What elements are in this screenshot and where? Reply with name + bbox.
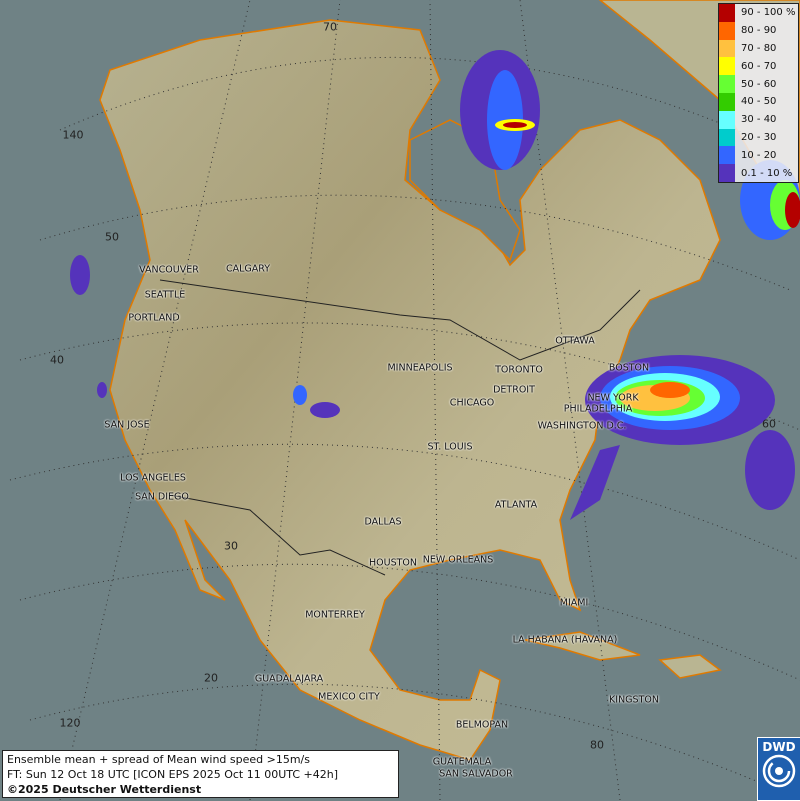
city-label: LOS ANGELES: [120, 472, 186, 484]
forecast-time: FT: Sun 12 Oct 18 UTC [ICON EPS 2025 Oct…: [7, 768, 339, 781]
legend-label: 30 - 40: [741, 114, 777, 126]
city-label: NEW YORK: [587, 392, 639, 404]
legend-label: 50 - 60: [741, 78, 777, 90]
city-label: CHICAGO: [449, 397, 495, 409]
legend-label: 0.1 - 10 %: [741, 167, 793, 179]
latitude-label: 40: [50, 353, 64, 367]
city-label: SAN JOSE: [104, 419, 150, 431]
latitude-label: 50: [105, 230, 119, 244]
dwd-logo: DWD: [757, 737, 800, 801]
longitude-label: 60: [762, 417, 776, 431]
logo-text: DWD: [762, 740, 796, 754]
city-label: KINGSTON: [609, 694, 659, 706]
city-label: LA HABANA (HAVANA): [512, 634, 618, 646]
legend-item: 50 - 60: [719, 75, 798, 93]
city-label: TORONTO: [495, 364, 543, 376]
legend-item: 10 - 20: [719, 146, 798, 165]
legend-label: 70 - 80: [741, 42, 777, 54]
hispaniola: [658, 654, 722, 679]
legend-label: 60 - 70: [741, 60, 777, 72]
city-label: VANCOUVER: [139, 264, 199, 276]
legend-item: 40 - 50: [719, 92, 798, 111]
latitude-label: 20: [204, 671, 218, 685]
legend-swatch: [719, 92, 735, 111]
city-label: PORTLAND: [128, 312, 180, 324]
legend-swatch: [719, 128, 735, 147]
legend-swatch: [719, 146, 735, 165]
city-label: NEW ORLEANS: [422, 554, 494, 566]
product-description: Ensemble mean + spread of Mean wind spee…: [7, 753, 310, 766]
copyright: ©2025 Deutscher Wetterdienst: [7, 783, 202, 796]
city-label: SAN SALVADOR: [439, 768, 513, 780]
city-label: GUATEMALA: [432, 756, 492, 768]
city-label: MONTERREY: [305, 609, 365, 621]
city-label: MEXICO CITY: [318, 691, 380, 703]
city-label: GUADALAJARA: [254, 673, 324, 685]
city-label: WASHINGTON D.C.: [537, 420, 627, 432]
city-label: DALLAS: [364, 516, 402, 528]
legend-swatch: [719, 110, 735, 129]
longitude-label: 120: [59, 716, 81, 730]
legend-label: 80 - 90: [741, 25, 777, 37]
legend-item: 60 - 70: [719, 57, 798, 76]
city-label: MIAMI: [559, 597, 589, 609]
legend-swatch: [719, 57, 735, 76]
land-north-america: [99, 19, 721, 761]
city-label: OTTAWA: [555, 335, 595, 347]
legend-swatch: [719, 164, 735, 182]
legend-item: 20 - 30: [719, 128, 798, 147]
city-label: BELMOPAN: [455, 719, 509, 731]
city-label: ST. LOUIS: [427, 441, 473, 453]
longitude-label: 140: [62, 128, 84, 142]
legend-swatch: [719, 39, 735, 58]
city-label: DETROIT: [493, 384, 535, 396]
legend-label: 40 - 50: [741, 96, 777, 108]
legend-label: 10 - 20: [741, 149, 777, 161]
city-label: MINNEAPOLIS: [387, 362, 453, 374]
city-label: HOUSTON: [369, 557, 417, 569]
legend: 90 - 100 % 80 - 90 70 - 80 60 - 70 50 - 60 40…: [718, 3, 799, 183]
longitude-label: 80: [590, 738, 604, 752]
latitude-label: 70: [323, 20, 337, 34]
cuba: [524, 631, 641, 661]
spiral-icon: [762, 754, 796, 788]
latitude-label: 30: [224, 539, 238, 553]
us-mexico-border: [169, 494, 386, 576]
city-label: BOSTON: [608, 362, 650, 374]
legend-label: 20 - 30: [741, 131, 777, 143]
wind-probability-areas: [70, 50, 800, 520]
city-label: CALGARY: [225, 263, 271, 275]
city-label: SAN DIEGO: [135, 491, 189, 503]
legend-swatch: [719, 75, 735, 93]
city-label: SEATTLE: [144, 289, 186, 301]
legend-item: 70 - 80: [719, 39, 798, 58]
legend-item: 80 - 90: [719, 21, 798, 40]
legend-swatch: [719, 21, 735, 40]
legend-item: 30 - 40: [719, 110, 798, 129]
legend-item: 90 - 100 %: [719, 4, 798, 22]
city-label: ATLANTA: [494, 499, 538, 511]
legend-item: 0.1 - 10 %: [719, 164, 798, 182]
info-box: Ensemble mean + spread of Mean wind spee…: [2, 750, 399, 798]
legend-swatch: [719, 4, 735, 22]
legend-label: 90 - 100 %: [741, 7, 796, 19]
us-canada-border: [159, 279, 641, 361]
city-label: PHILADELPHIA: [563, 403, 633, 415]
